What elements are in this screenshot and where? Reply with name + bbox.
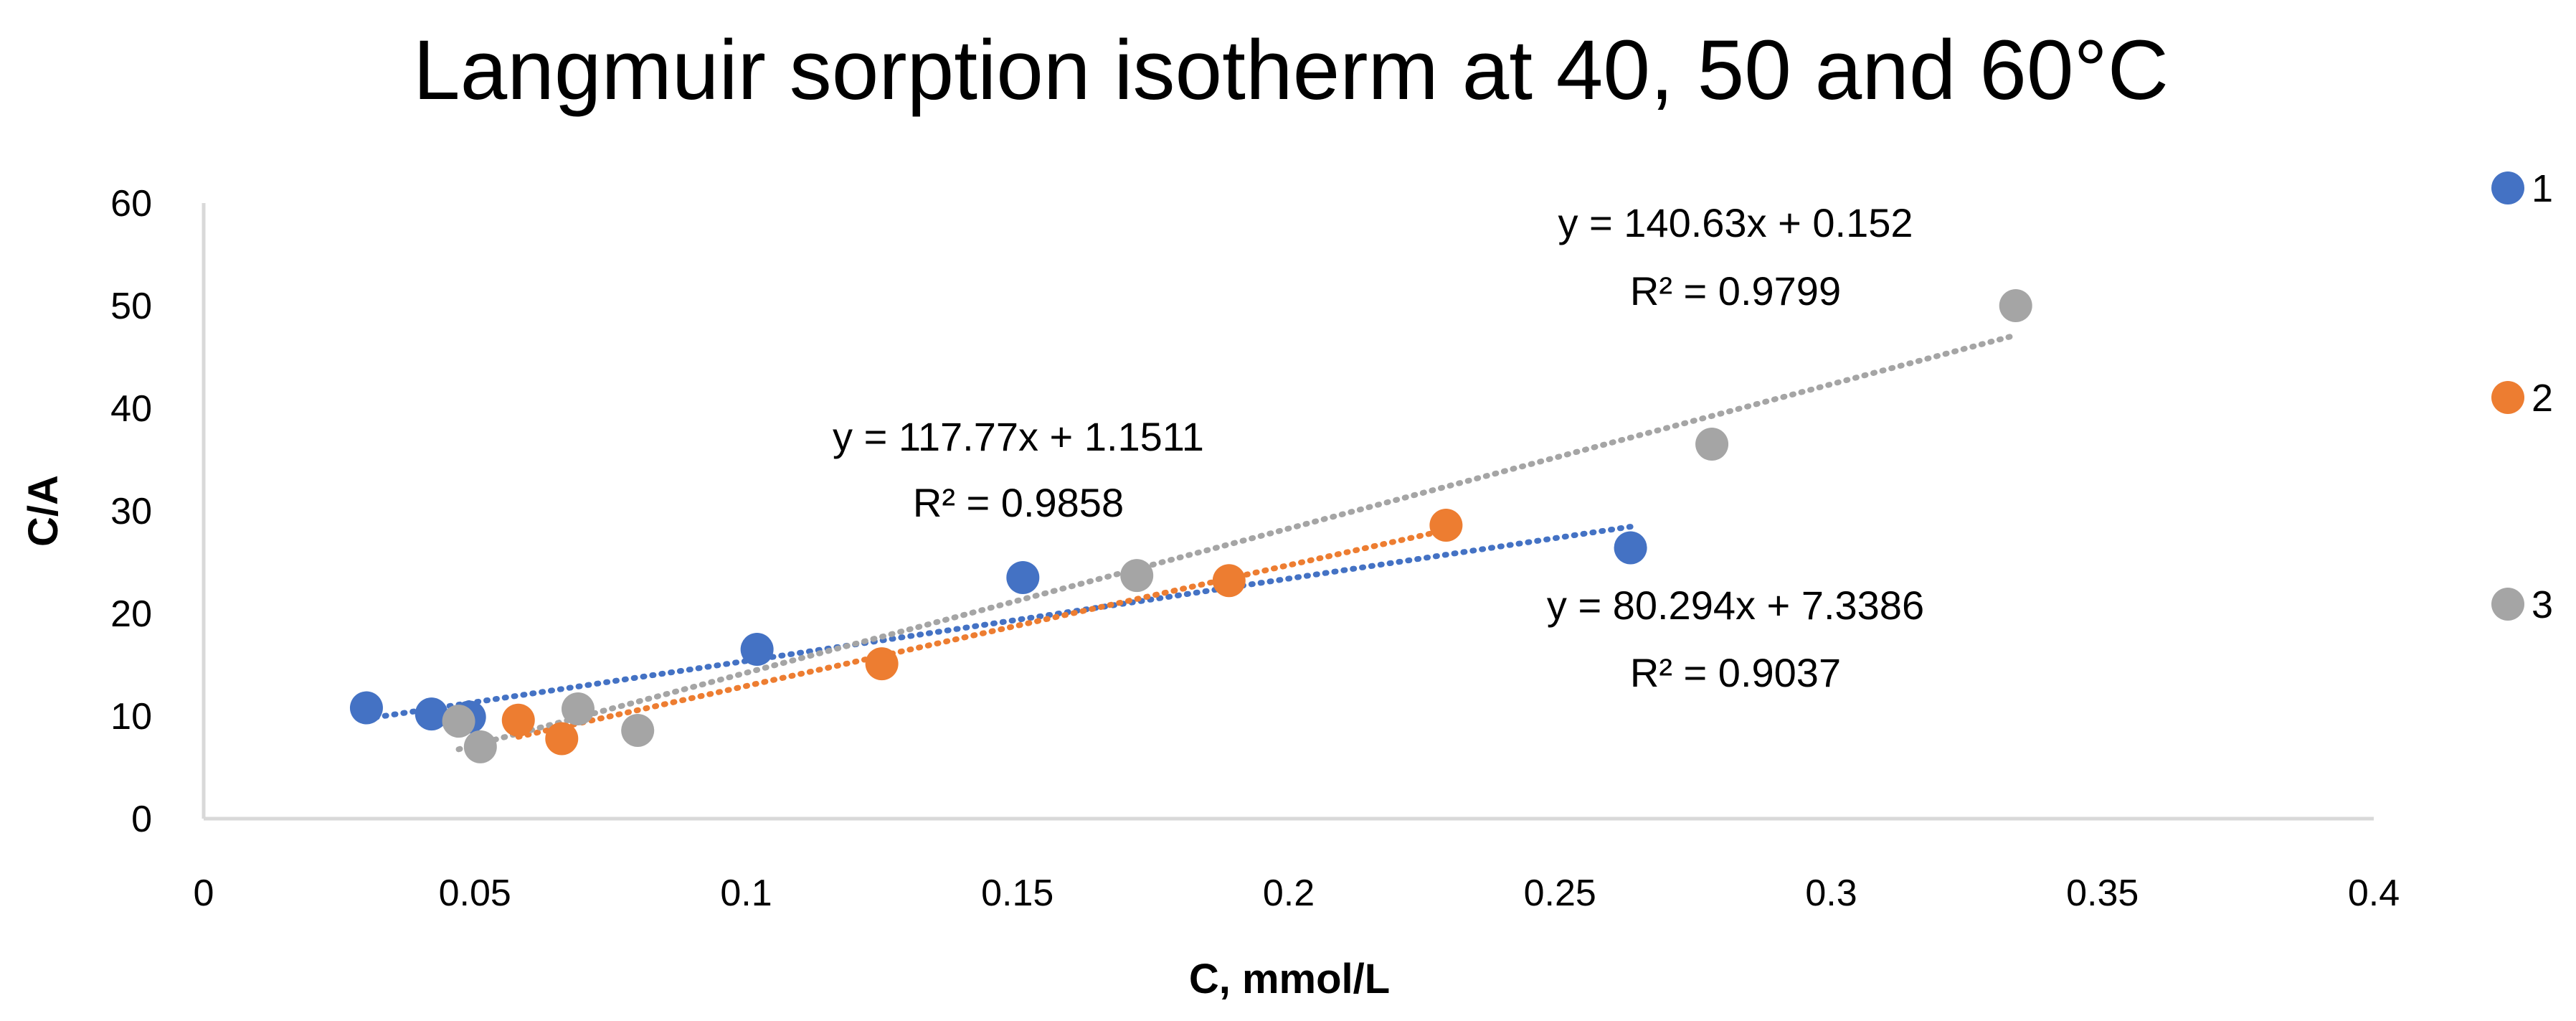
data-point-series-2 [865,647,899,681]
data-point-series-1 [740,633,774,667]
data-points [349,289,2032,763]
y-tick-label: 20 [110,593,152,635]
data-point-series-2 [1429,509,1463,542]
legend-marker-series-2 [2491,381,2524,414]
data-point-series-3 [1695,428,1729,461]
data-point-series-2 [545,722,579,756]
legend-marker-series-1 [2491,171,2524,204]
trendline-equation-series-1: y = 80.294x + 7.3386 [1547,583,1924,628]
trendlines [363,332,2019,753]
data-point-series-1 [415,697,448,731]
data-point-series-2 [1212,564,1246,598]
legend-label-series-2: 2 [2532,377,2553,420]
x-tick-labels: 0 0.05 0.1 0.15 0.2 0.25 0.3 0.35 0.4 [194,872,2400,914]
x-tick-label: 0.2 [1263,872,1315,914]
legend-label-series-3: 3 [2532,583,2553,626]
legend-marker-series-3 [2491,588,2524,621]
trendline-equation-series-3: y = 140.63x + 0.152 [1558,200,1913,245]
trendline-series-1 [363,524,1634,722]
data-point-series-3 [1120,559,1154,593]
chart-title: Langmuir sorption isotherm at 40, 50 and… [413,23,2169,118]
y-tick-label: 40 [110,388,152,430]
y-tick-label: 50 [110,286,152,327]
y-tick-label: 30 [110,491,152,532]
data-point-series-1 [349,691,383,725]
x-tick-label: 0.3 [1805,872,1857,914]
data-point-series-3 [1999,289,2032,322]
legend-label-series-1: 1 [2532,167,2553,210]
trendline-r2-series-2: R² = 0.9858 [913,480,1124,525]
axes [202,203,2374,821]
data-point-series-2 [501,703,535,737]
x-tick-label: 0.15 [981,872,1053,914]
x-axis-label: C, mmol/L [1189,956,1390,1002]
y-tick-label: 10 [110,696,152,738]
x-tick-label: 0 [194,872,214,914]
data-point-series-3 [463,730,497,763]
data-point-series-1 [1006,560,1040,594]
trendline-r2-series-3: R² = 0.9799 [1630,268,1841,314]
trendline-series-3 [455,332,2019,753]
trendline-series-2 [515,527,1449,740]
x-tick-label: 0.05 [439,872,511,914]
x-tick-label: 0.4 [2348,872,2400,914]
data-point-series-3 [621,714,655,748]
data-point-series-3 [442,705,475,738]
y-tick-label: 0 [131,799,152,840]
trendline-equation-series-2: y = 117.77x + 1.1511 [833,414,1204,459]
trendline-equations: y = 140.63x + 0.152 R² = 0.9799 y = 117.… [833,200,1924,695]
legend: 1 2 3 [2491,167,2553,626]
x-tick-label: 0.25 [1524,872,1596,914]
y-tick-labels: 0 10 20 30 40 50 60 [110,183,152,840]
data-point-series-1 [1614,531,1647,565]
data-point-series-3 [561,692,595,725]
trendline-r2-series-1: R² = 0.9037 [1630,650,1841,695]
x-tick-label: 0.1 [720,872,772,914]
y-axis-label: C/A [20,475,67,547]
y-tick-label: 60 [110,183,152,225]
x-tick-label: 0.35 [2066,872,2139,914]
